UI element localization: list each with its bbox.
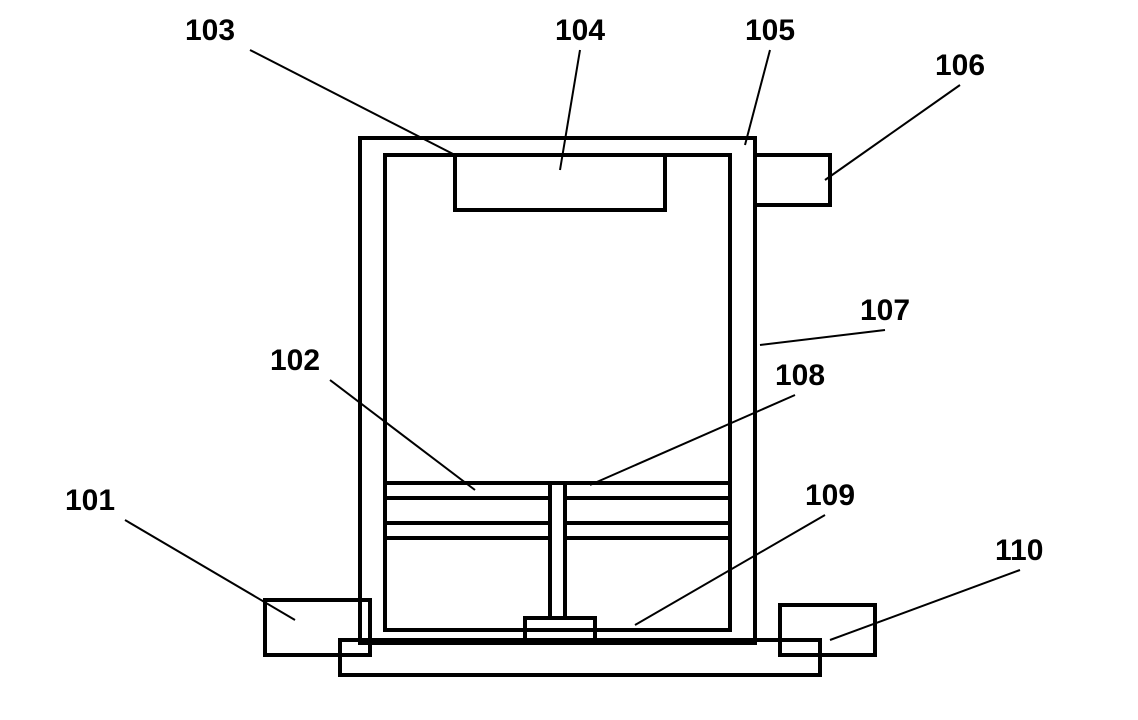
outer-shell	[360, 138, 755, 643]
inner-shell	[385, 155, 730, 630]
label-l109: 109	[805, 479, 855, 512]
label-l102: 102	[270, 344, 320, 377]
leader-l101	[125, 520, 295, 620]
leader-l105	[745, 50, 770, 145]
top-right-port	[755, 155, 830, 205]
label-l108: 108	[775, 359, 825, 392]
base-plate	[340, 640, 820, 675]
hatched-bar-1-right	[565, 483, 730, 498]
leader-l108	[590, 395, 795, 485]
leader-l102	[330, 380, 475, 490]
center-rod	[550, 483, 565, 618]
hatched-bar-2-right	[565, 523, 730, 538]
label-l106: 106	[935, 49, 985, 82]
leader-l107	[760, 330, 885, 345]
leader-l103	[250, 50, 455, 155]
hatched-bar-2-left	[385, 523, 550, 538]
right-base-block	[780, 605, 875, 655]
label-l107: 107	[860, 294, 910, 327]
diagram-canvas: 101 102 103 104 105 106 107 108 109 110	[0, 0, 1138, 720]
left-base-block	[265, 600, 370, 655]
label-l105: 105	[745, 14, 795, 47]
top-slab	[455, 155, 665, 210]
leader-l104	[560, 50, 580, 170]
label-l110: 110	[995, 534, 1043, 567]
label-l104: 104	[555, 14, 605, 47]
label-l103: 103	[185, 14, 235, 47]
label-l101: 101	[65, 484, 115, 517]
leader-l106	[825, 85, 960, 180]
